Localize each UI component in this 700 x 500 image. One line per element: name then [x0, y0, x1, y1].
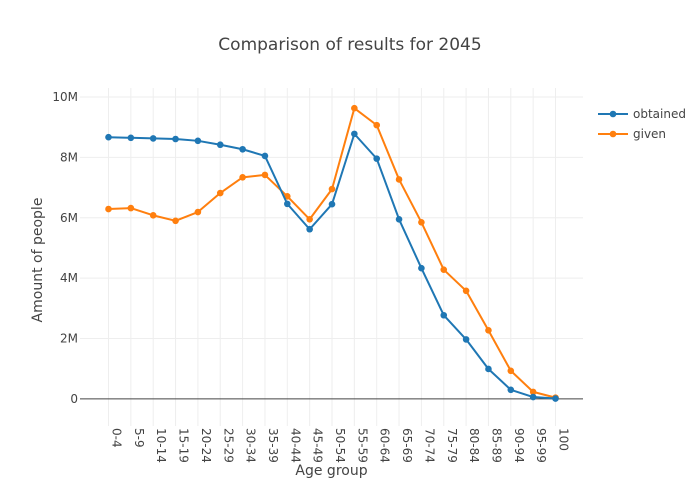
y-tick-label: 4M — [60, 271, 78, 285]
y-tick-labels: 0 2M 4M 6M 8M 10M — [52, 90, 78, 406]
data-point-obtained — [418, 264, 425, 272]
data-point-obtained — [261, 152, 269, 160]
legend[interactable]: obtained given — [598, 107, 686, 141]
x-tick-label: 55-59 — [355, 428, 369, 463]
data-point-given — [485, 327, 492, 334]
y-tick-label: 2M — [60, 331, 78, 345]
y-tick-label: 0 — [70, 392, 78, 406]
data-point-obtained — [552, 395, 559, 402]
x-tick-label: 40-44 — [288, 428, 302, 463]
x-tick-label: 85-89 — [489, 428, 503, 463]
data-point-given — [216, 189, 224, 197]
data-point-given — [328, 185, 336, 193]
x-tick-label: 15-19 — [177, 428, 191, 463]
data-point-given — [105, 205, 112, 213]
data-point-given — [172, 217, 179, 225]
data-point-given — [306, 215, 313, 223]
data-point-obtained — [507, 386, 515, 394]
x-tick-label: 5-9 — [132, 428, 146, 448]
legend-label-obtained: obtained — [633, 107, 686, 121]
data-point-given — [194, 208, 202, 216]
chart-title: Comparison of results for 2045 — [218, 35, 481, 55]
data-point-obtained — [462, 336, 470, 343]
data-point-obtained — [529, 393, 537, 401]
legend-label-given: given — [633, 127, 666, 141]
data-point-obtained — [105, 133, 112, 141]
series-obtained — [105, 130, 559, 402]
data-point-given — [127, 204, 135, 212]
data-point-given — [261, 171, 269, 179]
data-point-obtained — [485, 365, 492, 373]
x-tick-label: 100 — [557, 428, 571, 451]
data-point-given — [351, 104, 358, 112]
data-point-obtained — [194, 137, 202, 145]
legend-marker-obtained — [609, 110, 617, 118]
data-point-given — [418, 218, 425, 226]
data-point-given — [395, 176, 403, 183]
data-point-obtained — [328, 200, 336, 208]
x-axis-title: Age group — [295, 463, 367, 479]
y-tick-label: 10M — [52, 90, 78, 104]
x-tick-label: 65-69 — [400, 428, 414, 463]
data-point-given — [440, 266, 448, 273]
data-point-obtained — [395, 215, 403, 223]
x-tick-label: 0-4 — [110, 428, 124, 448]
y-axis-title: Amount of people — [30, 198, 46, 323]
y-tick-label: 8M — [60, 150, 78, 164]
y-tick-label: 6M — [60, 211, 78, 225]
x-tick-label: 45-49 — [311, 428, 325, 463]
x-tick-label: 60-64 — [378, 428, 392, 463]
x-tick-label: 20-24 — [199, 428, 213, 463]
data-point-given — [529, 388, 537, 396]
data-point-given — [462, 287, 470, 295]
data-point-obtained — [306, 225, 313, 233]
data-point-given — [507, 367, 515, 375]
data-point-obtained — [373, 155, 381, 162]
data-point-obtained — [127, 134, 135, 142]
x-tick-label: 10-14 — [154, 428, 168, 463]
data-point-obtained — [149, 135, 157, 142]
data-point-obtained — [239, 145, 246, 153]
data-point-given — [239, 174, 246, 181]
data-point-given — [149, 212, 157, 219]
legend-item-obtained[interactable]: obtained — [598, 107, 686, 121]
x-tick-label: 35-39 — [266, 428, 280, 463]
series-layer — [105, 104, 559, 402]
data-point-obtained — [216, 141, 224, 149]
x-tick-label: 95-99 — [534, 428, 548, 463]
x-tick-label: 70-74 — [422, 428, 436, 463]
series-given — [105, 104, 559, 401]
x-tick-label: 90-94 — [512, 428, 526, 463]
x-tick-label: 50-54 — [333, 428, 347, 463]
x-tick-label: 25-29 — [221, 428, 235, 463]
x-tick-label: 75-79 — [445, 428, 459, 463]
data-point-given — [373, 121, 381, 129]
data-point-obtained — [284, 200, 291, 208]
x-tick-label: 30-34 — [244, 428, 258, 463]
data-point-obtained — [440, 311, 448, 319]
legend-marker-given — [609, 130, 617, 138]
data-point-obtained — [351, 130, 358, 138]
data-point-obtained — [172, 135, 179, 143]
legend-item-given[interactable]: given — [598, 127, 666, 141]
x-tick-labels: 0-4 5-9 10-14 15-19 20-24 25-29 30-34 35-39 40-4… — [110, 428, 571, 463]
x-tick-label: 80-84 — [467, 428, 481, 463]
